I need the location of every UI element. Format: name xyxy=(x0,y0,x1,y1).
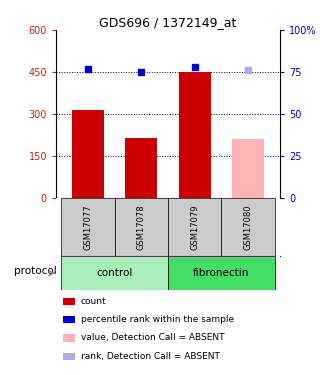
Bar xyxy=(125,138,157,198)
Text: protocol: protocol xyxy=(14,266,57,276)
Bar xyxy=(63,316,75,323)
Bar xyxy=(61,256,168,290)
Bar xyxy=(115,198,168,256)
Text: value, Detection Call = ABSENT: value, Detection Call = ABSENT xyxy=(81,333,224,342)
Text: GSM17077: GSM17077 xyxy=(84,204,92,250)
Text: GSM17080: GSM17080 xyxy=(244,204,252,250)
Bar xyxy=(168,256,275,290)
Bar xyxy=(63,334,75,342)
Bar xyxy=(61,198,115,256)
Text: percentile rank within the sample: percentile rank within the sample xyxy=(81,315,234,324)
Text: GSM17079: GSM17079 xyxy=(190,204,199,250)
Title: GDS696 / 1372149_at: GDS696 / 1372149_at xyxy=(99,16,237,29)
Bar xyxy=(232,140,264,198)
Bar xyxy=(72,110,104,198)
Bar xyxy=(179,72,211,198)
Text: count: count xyxy=(81,297,106,306)
Text: GSM17078: GSM17078 xyxy=(137,204,146,250)
Bar xyxy=(63,353,75,360)
Text: fibronectin: fibronectin xyxy=(193,268,250,278)
Text: control: control xyxy=(96,268,133,278)
Bar xyxy=(63,297,75,305)
Bar xyxy=(221,198,275,256)
Bar xyxy=(168,198,221,256)
Text: rank, Detection Call = ABSENT: rank, Detection Call = ABSENT xyxy=(81,352,220,361)
